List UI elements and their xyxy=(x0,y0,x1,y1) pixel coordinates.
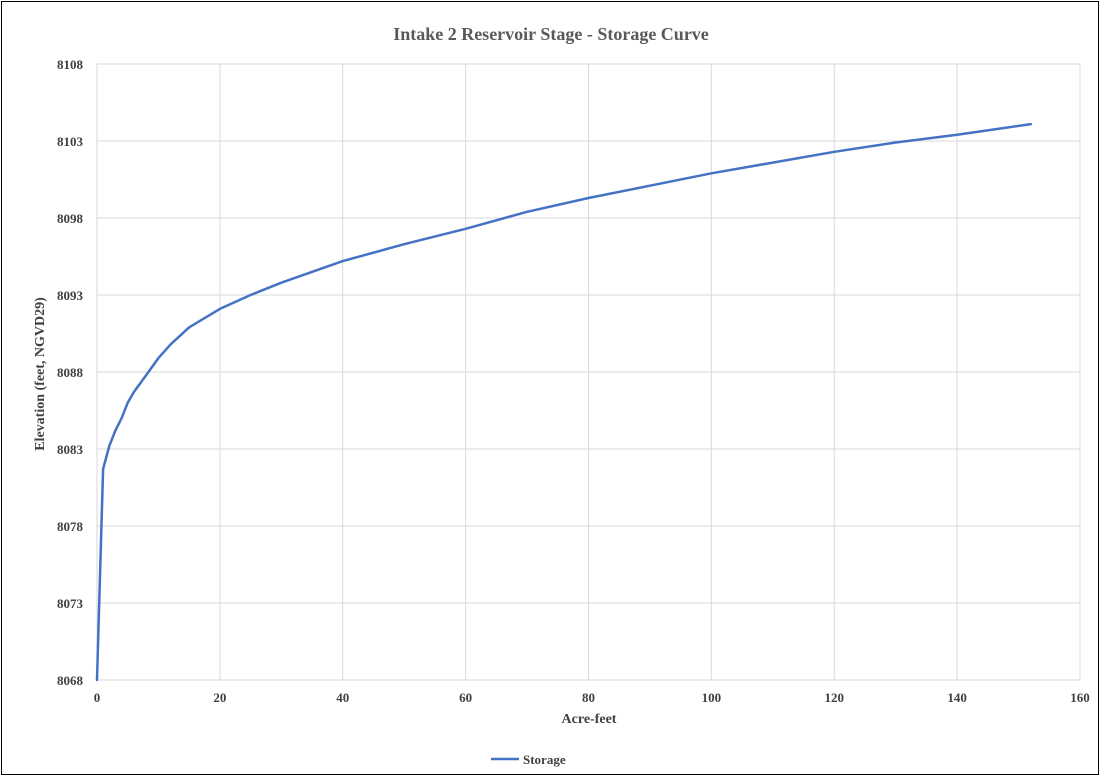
y-tick-label: 8073 xyxy=(57,596,84,611)
y-tick-labels: 8068 8073 8078 8083 8088 8093 8098 8103 8108 xyxy=(57,57,84,688)
y-tick-label: 8068 xyxy=(57,673,84,688)
x-tick-label: 140 xyxy=(947,690,967,705)
y-tick-label: 8103 xyxy=(57,134,84,149)
legend-label-storage: Storage xyxy=(523,752,566,767)
x-tick-label: 0 xyxy=(94,690,101,705)
x-tick-labels: 0 20 40 60 80 100 120 140 160 xyxy=(94,690,1090,705)
y-tick-label: 8088 xyxy=(57,365,84,380)
y-tick-label: 8093 xyxy=(57,288,84,303)
y-tick-label: 8083 xyxy=(57,442,84,457)
x-tick-label: 40 xyxy=(336,690,349,705)
y-tick-label: 8098 xyxy=(57,211,84,226)
x-tick-label: 20 xyxy=(213,690,226,705)
x-tick-label: 120 xyxy=(825,690,845,705)
x-axis-label: Acre-feet xyxy=(562,712,617,727)
gridlines xyxy=(96,63,1081,681)
x-tick-label: 80 xyxy=(582,690,595,705)
y-axis-label: Elevation (feet, NGVD29) xyxy=(33,297,48,451)
legend: Storage xyxy=(491,752,566,767)
series-line-storage xyxy=(95,122,1033,682)
x-tick-label: 160 xyxy=(1070,690,1090,705)
y-tick-label: 8108 xyxy=(57,57,84,72)
y-tick-label: 8078 xyxy=(57,519,84,534)
series-layer xyxy=(95,122,1033,682)
x-tick-label: 60 xyxy=(459,690,472,705)
chart-title: Intake 2 Reservoir Stage - Storage Curve xyxy=(393,24,709,44)
x-tick-label: 100 xyxy=(702,690,722,705)
